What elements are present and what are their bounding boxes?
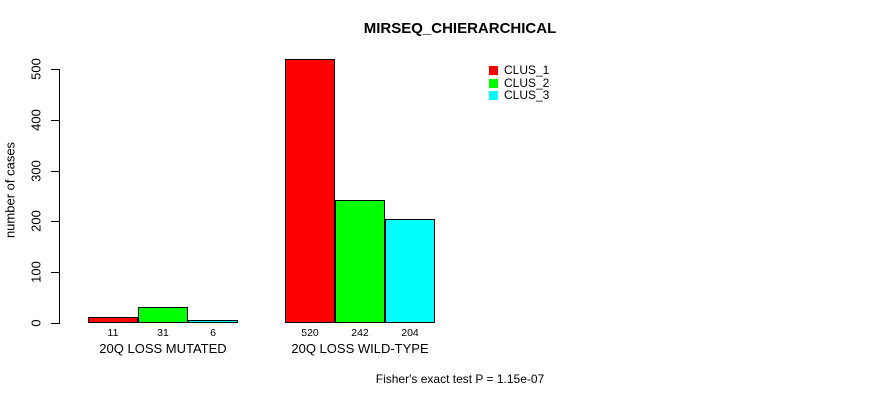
y-axis-label: number of cases xyxy=(2,141,18,239)
bar-value-label: 204 xyxy=(401,327,419,339)
bar-clus_2-2 xyxy=(335,200,385,323)
legend-label-clus_3: CLUS_3 xyxy=(504,88,550,102)
x-category-label: 20Q LOSS WILD-TYPE xyxy=(291,341,429,356)
bar-clus_2-1 xyxy=(138,307,188,323)
y-tick-mark xyxy=(51,171,59,172)
legend-label-clus_2: CLUS_2 xyxy=(504,75,550,90)
y-tick-label: 200 xyxy=(28,210,44,232)
y-tick-label: 400 xyxy=(28,109,44,131)
y-tick-mark xyxy=(51,120,59,121)
y-tick-label: 100 xyxy=(28,261,44,283)
y-tick-label: 500 xyxy=(28,58,44,80)
y-tick-label: 300 xyxy=(28,160,44,182)
bar-value-label: 520 xyxy=(301,327,319,339)
legend-label-clus_1: CLUS_1 xyxy=(504,63,550,77)
bar-clus_1-1 xyxy=(88,317,138,323)
bar-clus_1-2 xyxy=(285,59,335,323)
bar-clus_3-1 xyxy=(188,320,238,323)
y-tick-label: 0 xyxy=(28,319,44,327)
bar-value-label: 6 xyxy=(210,327,216,339)
y-tick-mark xyxy=(51,272,59,273)
chart-title: MIRSEQ_CHIERARCHICAL xyxy=(363,20,557,37)
y-tick-mark xyxy=(51,221,59,222)
y-axis-line xyxy=(59,69,60,324)
legend-swatch-clus_2 xyxy=(489,78,498,88)
bar-value-label: 242 xyxy=(351,327,369,339)
y-tick-mark xyxy=(51,323,59,324)
legend-swatch-clus_3 xyxy=(489,91,498,100)
bar-value-label: 11 xyxy=(107,327,119,339)
legend-swatch-clus_1 xyxy=(489,66,498,75)
footnote-text: Fisher's exact test P = 1.15e-07 xyxy=(375,372,545,386)
x-category-label: 20Q LOSS MUTATED xyxy=(99,341,227,356)
bar-clus_3-2 xyxy=(385,219,435,323)
y-tick-mark xyxy=(51,69,59,70)
bar-value-label: 31 xyxy=(157,327,169,339)
